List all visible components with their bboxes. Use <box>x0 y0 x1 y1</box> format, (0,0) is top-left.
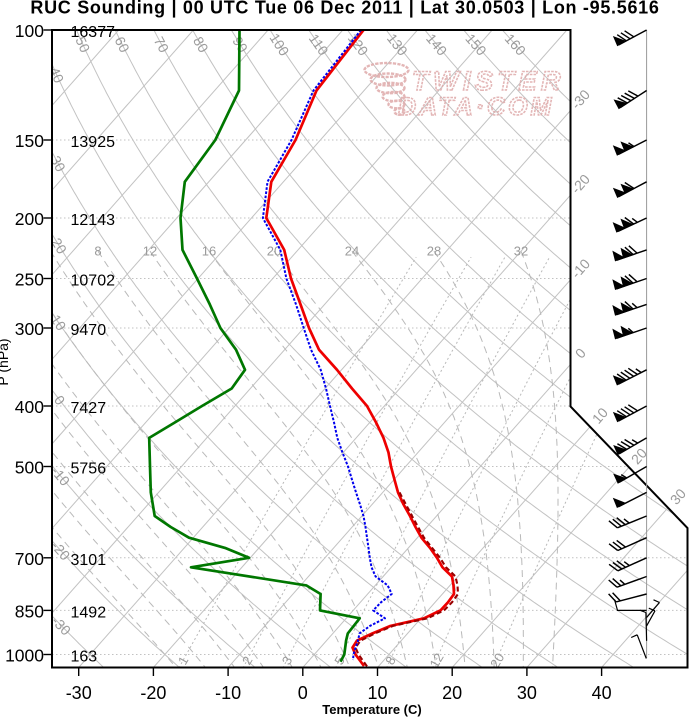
svg-text:400: 400 <box>15 397 44 417</box>
svg-text:Temperature (C): Temperature (C) <box>322 702 421 717</box>
svg-text:300: 300 <box>15 319 44 339</box>
svg-text:RUC Sounding | 00 UTC Tue 06 D: RUC Sounding | 00 UTC Tue 06 Dec 2011 | … <box>30 0 659 18</box>
svg-text:40: 40 <box>592 683 612 703</box>
svg-text:700: 700 <box>15 549 44 569</box>
svg-text:-10: -10 <box>215 683 241 703</box>
svg-text:16: 16 <box>202 244 216 259</box>
svg-text:9470: 9470 <box>71 322 107 339</box>
svg-text:0: 0 <box>298 683 308 703</box>
svg-text:8: 8 <box>94 244 101 259</box>
svg-text:-20: -20 <box>140 683 166 703</box>
svg-text:5756: 5756 <box>71 461 107 478</box>
svg-text:1492: 1492 <box>71 604 107 621</box>
svg-text:30: 30 <box>517 683 537 703</box>
svg-text:P (hPa): P (hPa) <box>0 338 11 385</box>
svg-text:13925: 13925 <box>71 134 116 151</box>
svg-text:200: 200 <box>15 209 44 229</box>
svg-text:28: 28 <box>427 244 441 259</box>
svg-text:12: 12 <box>143 244 157 259</box>
svg-text:250: 250 <box>15 270 44 290</box>
svg-text:163: 163 <box>71 649 98 666</box>
svg-text:850: 850 <box>15 601 44 621</box>
svg-text:16377: 16377 <box>71 24 116 41</box>
svg-text:10702: 10702 <box>71 273 116 290</box>
svg-text:1000: 1000 <box>5 646 44 666</box>
svg-text:-30: -30 <box>66 683 92 703</box>
svg-text:24: 24 <box>345 244 359 259</box>
svg-text:150: 150 <box>15 131 44 151</box>
svg-text:20: 20 <box>442 683 462 703</box>
svg-text:7427: 7427 <box>71 400 107 417</box>
svg-text:12143: 12143 <box>71 212 116 229</box>
svg-text:DATA·COM: DATA·COM <box>398 93 554 121</box>
svg-text:10: 10 <box>367 683 387 703</box>
svg-text:32: 32 <box>514 244 528 259</box>
svg-text:3101: 3101 <box>71 552 107 569</box>
svg-text:100: 100 <box>15 21 44 41</box>
svg-text:TWISTER: TWISTER <box>412 66 565 96</box>
svg-text:500: 500 <box>15 458 44 478</box>
